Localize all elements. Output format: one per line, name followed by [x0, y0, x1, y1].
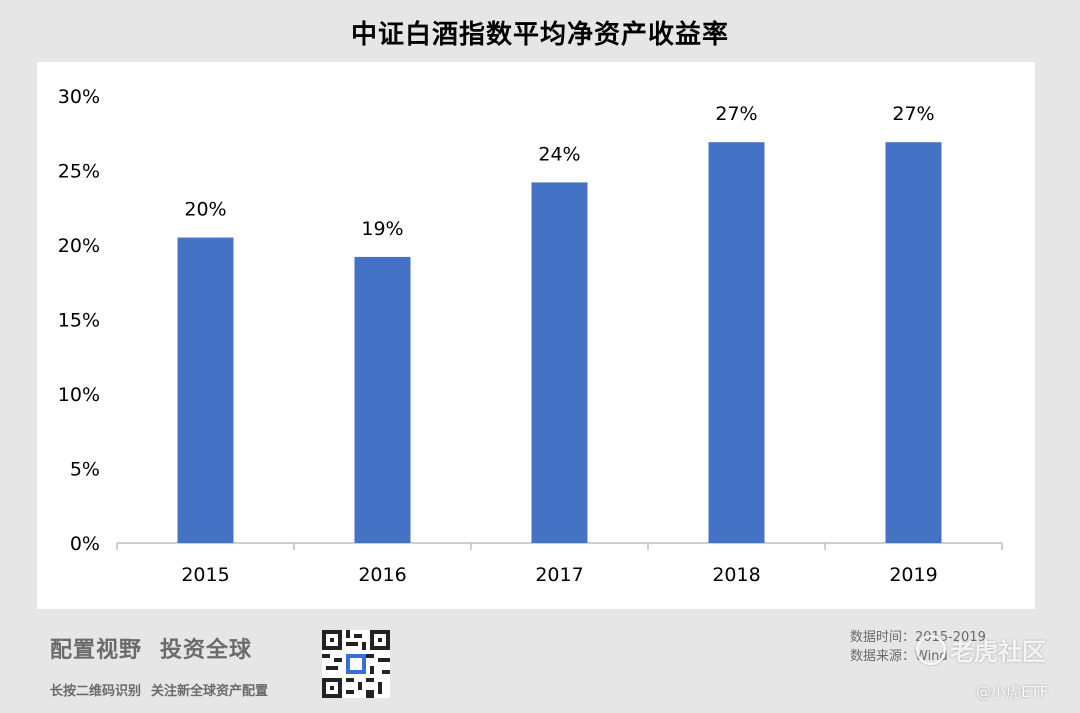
bar [177, 237, 234, 544]
y-tick-label: 10% [58, 384, 100, 406]
bar [531, 182, 588, 544]
x-tick-label: 2019 [889, 564, 937, 586]
follow-instruction: 关注新全球资产配置 [151, 684, 269, 699]
y-tick-label: 30% [58, 86, 100, 108]
data-label: 24% [538, 143, 580, 165]
slogan-part-2: 投资全球 [160, 638, 253, 663]
author-handle: @小虎ETF [976, 683, 1049, 701]
x-tick-label: 2015 [181, 564, 229, 586]
x-tick-label: 2016 [358, 564, 406, 586]
data-label: 27% [715, 103, 757, 125]
chart-title: 中证白酒指数平均净资产收益率 [350, 20, 729, 50]
watermark: 老虎社区 [916, 632, 1046, 667]
data-time: 数据时间：2015-2019 [850, 630, 986, 645]
footer-subline: 长按二维码识别 关注新全球资产配置 [50, 680, 268, 699]
scan-instruction: 长按二维码识别 [50, 684, 142, 699]
x-tick-label: 2018 [712, 564, 760, 586]
data-label: 27% [892, 103, 934, 125]
data-label: 20% [184, 199, 226, 221]
bar [885, 142, 942, 543]
y-tick-label: 20% [58, 235, 100, 257]
y-tick-label: 0% [70, 533, 100, 555]
slogan-part-1: 配置视野 [50, 638, 143, 663]
tiger-logo-icon [916, 634, 946, 665]
chart-panel: 0% 5% 10% 15% 20% 25% 30% 20% 2015 19% 2016 24% 2017… [37, 62, 1035, 609]
y-tick-label: 5% [70, 459, 100, 481]
data-label: 19% [361, 218, 403, 240]
bar [354, 256, 411, 543]
y-tick-label: 15% [58, 310, 100, 332]
bar-chart: 0% 5% 10% 15% 20% 25% 30% 20% 2015 19% 2016 24% 2017… [58, 86, 1003, 586]
qr-code-icon [322, 630, 390, 698]
x-tick-label: 2017 [535, 564, 583, 586]
footer-slogan: 配置视野 投资全球 [50, 632, 252, 664]
qr-code[interactable] [322, 630, 390, 698]
watermark-text: 老虎社区 [950, 638, 1046, 666]
y-tick-label: 25% [58, 161, 100, 183]
bar [708, 142, 765, 543]
